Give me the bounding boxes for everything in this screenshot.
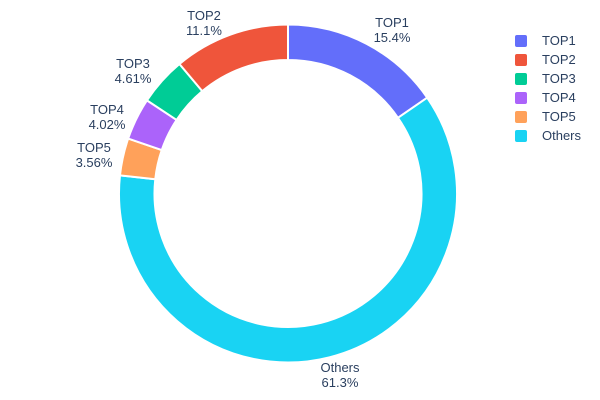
legend-label: TOP1 bbox=[542, 33, 576, 48]
pie-slice-top2[interactable] bbox=[178, 23, 289, 93]
slice-percent: 4.02% bbox=[88, 117, 126, 132]
legend-color-swatch-icon bbox=[515, 34, 527, 47]
legend-label: TOP3 bbox=[542, 71, 576, 86]
slice-callout-top5: TOP5 3.56% bbox=[76, 140, 113, 170]
legend-item-top5[interactable]: TOP5 bbox=[515, 107, 581, 126]
slice-percent: 61.3% bbox=[321, 375, 359, 390]
legend-item-top1[interactable]: TOP1 bbox=[515, 31, 581, 50]
slice-callout-top4: TOP4 4.02% bbox=[89, 102, 126, 132]
slice-label: Others bbox=[320, 360, 360, 375]
legend-color-swatch-icon bbox=[515, 91, 527, 104]
pie-slice-others[interactable] bbox=[118, 96, 458, 364]
legend-label: TOP5 bbox=[542, 109, 576, 124]
slice-label: TOP5 bbox=[77, 140, 111, 155]
slice-percent: 3.56% bbox=[75, 155, 113, 170]
legend-color-swatch-icon bbox=[515, 110, 527, 123]
slice-label: TOP3 bbox=[116, 56, 150, 71]
legend-label: TOP4 bbox=[542, 90, 576, 105]
slice-percent: 15.4% bbox=[373, 30, 411, 45]
legend-item-others[interactable]: Others bbox=[515, 126, 581, 145]
slice-label: TOP4 bbox=[90, 102, 124, 117]
legend-color-swatch-icon bbox=[515, 129, 527, 142]
legend: TOP1 TOP2 TOP3 TOP4 TOP5 Others bbox=[515, 31, 581, 145]
slice-label: TOP2 bbox=[187, 8, 221, 23]
legend-item-top4[interactable]: TOP4 bbox=[515, 88, 581, 107]
slice-callout-others: Others 61.3% bbox=[320, 360, 359, 390]
legend-item-top2[interactable]: TOP2 bbox=[515, 50, 581, 69]
legend-item-top3[interactable]: TOP3 bbox=[515, 69, 581, 88]
legend-label: TOP2 bbox=[542, 52, 576, 67]
slice-label: TOP1 bbox=[375, 15, 409, 30]
legend-label: Others bbox=[542, 128, 582, 143]
slice-percent: 11.1% bbox=[186, 23, 222, 38]
slice-callout-top2: TOP2 11.1% bbox=[186, 8, 222, 38]
legend-color-swatch-icon bbox=[515, 72, 527, 85]
legend-color-swatch-icon bbox=[515, 53, 527, 66]
slice-percent: 4.61% bbox=[114, 71, 152, 86]
slice-callout-top1: TOP1 15.4% bbox=[374, 15, 411, 45]
slice-callout-top3: TOP3 4.61% bbox=[115, 56, 152, 86]
